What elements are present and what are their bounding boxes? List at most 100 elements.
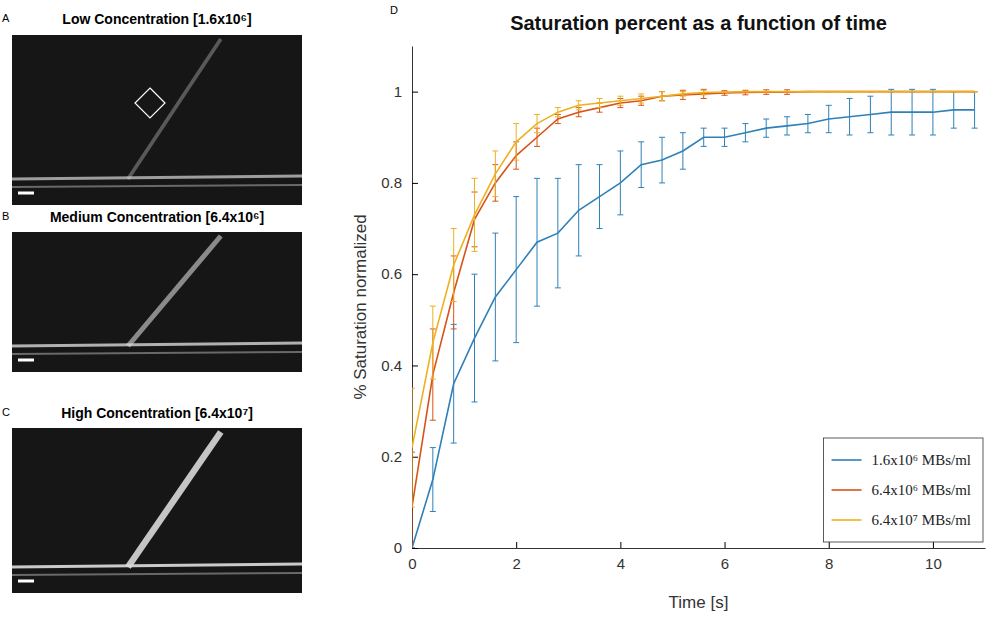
error-bar — [742, 91, 748, 92]
error-bar-stem — [932, 89, 933, 135]
error-bar-cap — [805, 91, 811, 92]
error-bar-stem — [703, 128, 704, 146]
error-bar — [951, 91, 957, 92]
error-bar-cap — [930, 89, 936, 90]
error-bar-stem — [974, 92, 975, 129]
legend-item: 6.4x10⁷ MBs/ml — [832, 512, 971, 528]
error-bar — [805, 91, 811, 92]
error-bar-cap — [888, 89, 894, 90]
error-bar-stem — [787, 117, 788, 135]
error-bar-cap — [867, 96, 873, 97]
error-bar-cap — [826, 91, 832, 92]
image-panel — [12, 232, 302, 372]
y-tick-mark — [412, 274, 418, 275]
error-bar — [576, 165, 582, 256]
legend-swatch — [832, 519, 862, 521]
vessel-horizontal — [12, 343, 302, 346]
error-bar-stem — [495, 233, 496, 361]
error-bar — [784, 90, 790, 95]
error-bar-stem — [474, 274, 475, 402]
error-bar — [847, 91, 853, 92]
legend-swatch — [832, 489, 862, 491]
vessel-diagonal — [128, 236, 221, 346]
error-bar-stem — [412, 388, 413, 507]
y-tick-mark — [412, 92, 418, 93]
series-line — [412, 92, 975, 448]
error-bar — [701, 128, 707, 146]
error-bar-cap — [888, 91, 894, 92]
error-bar — [430, 306, 436, 379]
error-bar-cap — [472, 178, 478, 179]
error-bar — [972, 91, 978, 92]
error-bar — [701, 90, 707, 95]
error-bar-cap — [617, 150, 623, 151]
panel-title: Medium Concentration [6.4x10⁶] — [50, 209, 264, 225]
error-bar-cap — [576, 109, 582, 110]
error-bar-cap — [847, 91, 853, 92]
vessel-wall — [12, 185, 302, 187]
error-bar-cap — [638, 105, 644, 106]
error-bar — [534, 178, 540, 306]
error-bar-stem — [620, 96, 621, 105]
error-bar — [930, 89, 936, 135]
error-bar-stem — [641, 94, 642, 103]
error-bar-cap — [742, 91, 748, 92]
error-bar-cap — [722, 90, 728, 91]
error-bar-cap — [638, 93, 644, 94]
error-bar-cap — [805, 91, 811, 92]
error-bar-cap — [659, 100, 665, 101]
error-bar — [617, 96, 623, 105]
x-tick: 8 — [825, 542, 833, 572]
error-bar — [909, 91, 915, 92]
chart-title: Saturation percent as a function of time — [510, 12, 887, 34]
error-bar-cap — [951, 91, 957, 92]
error-bar-cap — [722, 128, 728, 129]
error-bar-stem — [453, 324, 454, 443]
ultrasound-image — [12, 428, 302, 593]
error-bar-cap — [701, 128, 707, 129]
error-bar — [430, 448, 436, 512]
error-bar — [847, 98, 853, 135]
error-bar-cap — [597, 164, 603, 165]
error-bar — [909, 89, 915, 135]
y-tick-mark — [412, 548, 418, 549]
error-bar-cap — [763, 91, 769, 92]
error-bar-stem — [537, 114, 538, 132]
y-tick-label: 0.2 — [381, 448, 402, 465]
y-tick-mark — [412, 365, 418, 366]
error-bar-cap — [680, 90, 686, 91]
error-bar-cap — [430, 306, 436, 307]
error-bar-cap — [909, 91, 915, 92]
image-panel — [12, 35, 302, 205]
error-bar — [951, 91, 957, 92]
error-bar-stem — [870, 96, 871, 133]
scale-bar — [18, 192, 34, 195]
x-tick: 6 — [721, 542, 729, 572]
figure: Low Concentration [1.6x10⁶]AMedium Conce… — [0, 0, 1003, 623]
error-bar — [576, 101, 582, 110]
error-bar-cap — [763, 137, 769, 138]
error-bar-cap — [847, 91, 853, 92]
image-panel — [12, 428, 302, 593]
error-bar-cap — [784, 89, 790, 90]
y-tick: 0.4 — [381, 357, 418, 374]
error-bar-stem — [953, 92, 954, 129]
x-axis: 0246810 — [408, 542, 985, 572]
error-bar-cap — [888, 91, 894, 92]
x-tick-mark — [516, 542, 517, 548]
error-bar — [659, 137, 665, 183]
vessel-horizontal — [12, 564, 302, 567]
error-bar-cap — [909, 89, 915, 90]
error-bar-cap — [951, 128, 957, 129]
y-tick-label: 0.8 — [381, 174, 402, 191]
error-bar — [701, 89, 707, 98]
y-axis-title: % Saturation normalized — [351, 214, 370, 399]
error-bar-cap — [597, 228, 603, 229]
error-bar-cap — [430, 447, 436, 448]
panel-title: Low Concentration [1.6x10⁶] — [62, 11, 251, 27]
error-bar-cap — [659, 91, 665, 92]
error-bar — [951, 92, 957, 129]
error-bar-cap — [430, 420, 436, 421]
error-bar-cap — [930, 91, 936, 92]
error-bar-cap — [659, 91, 665, 92]
